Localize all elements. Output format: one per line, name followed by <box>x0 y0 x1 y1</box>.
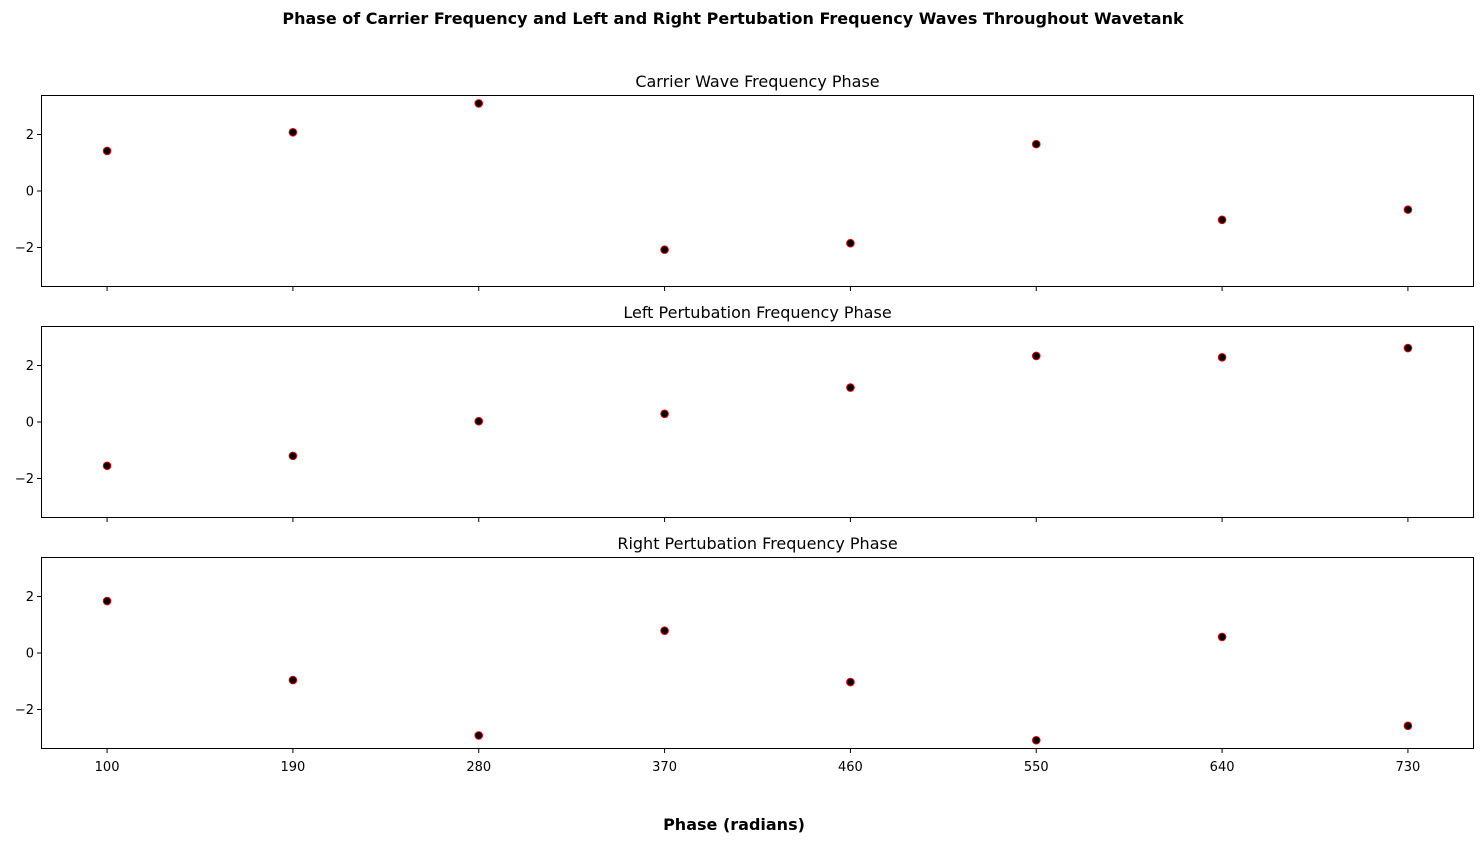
x-tick-label: 100 <box>95 760 120 775</box>
figure-suptitle: Phase of Carrier Frequency and Left and … <box>282 9 1184 28</box>
x-tick-label: 190 <box>280 760 305 775</box>
axes-frame <box>41 557 1474 749</box>
data-point <box>474 99 484 108</box>
data-point <box>288 127 298 137</box>
data-point <box>846 677 855 687</box>
data-point <box>1403 721 1413 731</box>
data-point <box>1217 632 1227 642</box>
data-point <box>1031 735 1041 745</box>
data-point <box>1031 351 1041 361</box>
subplot-title: Right Pertubation Frequency Phase <box>617 534 897 553</box>
y-tick-label: 2 <box>26 128 34 143</box>
y-tick-label: −2 <box>15 241 34 256</box>
y-tick-label: 0 <box>26 416 34 431</box>
x-tick-label: 280 <box>466 760 491 775</box>
x-tick-label: 460 <box>838 760 863 775</box>
y-tick-label: 2 <box>26 359 34 374</box>
data-point <box>1403 343 1413 353</box>
x-axis-label: Phase (radians) <box>663 815 805 834</box>
x-tick-label: 370 <box>652 760 677 775</box>
x-tick-label: 730 <box>1396 760 1421 775</box>
data-point <box>288 675 298 685</box>
data-point <box>102 461 112 471</box>
data-point <box>846 238 855 248</box>
data-point <box>474 731 484 740</box>
data-point <box>660 245 669 255</box>
data-point <box>660 626 669 635</box>
data-point <box>1403 205 1413 214</box>
data-point <box>1217 215 1227 225</box>
subplot-1: Carrier Wave Frequency Phase −2 0 2 <box>15 72 1474 291</box>
data-point <box>102 146 112 156</box>
data-point <box>1217 353 1227 362</box>
y-tick-label: 2 <box>26 590 34 605</box>
data-point <box>846 383 855 392</box>
axes-frame <box>41 95 1474 287</box>
data-point <box>288 451 298 461</box>
y-tick-label: 0 <box>26 647 34 662</box>
subplot-title: Carrier Wave Frequency Phase <box>635 72 879 91</box>
axes-frame <box>41 326 1474 518</box>
subplot-2: Left Pertubation Frequency Phase −2 0 2 <box>15 303 1474 522</box>
data-point <box>474 416 484 426</box>
data-point <box>660 409 669 419</box>
y-tick-label: −2 <box>15 703 34 718</box>
y-tick-label: 0 <box>26 185 34 200</box>
subplot-3: Right Pertubation Frequency Phase −2 0 2 100… <box>15 534 1474 775</box>
subplot-title: Left Pertubation Frequency Phase <box>623 303 891 322</box>
x-tick-label: 640 <box>1210 760 1235 775</box>
x-tick-label: 550 <box>1024 760 1049 775</box>
y-tick-label: −2 <box>15 472 34 487</box>
data-point <box>1031 139 1041 149</box>
data-point <box>102 596 112 606</box>
